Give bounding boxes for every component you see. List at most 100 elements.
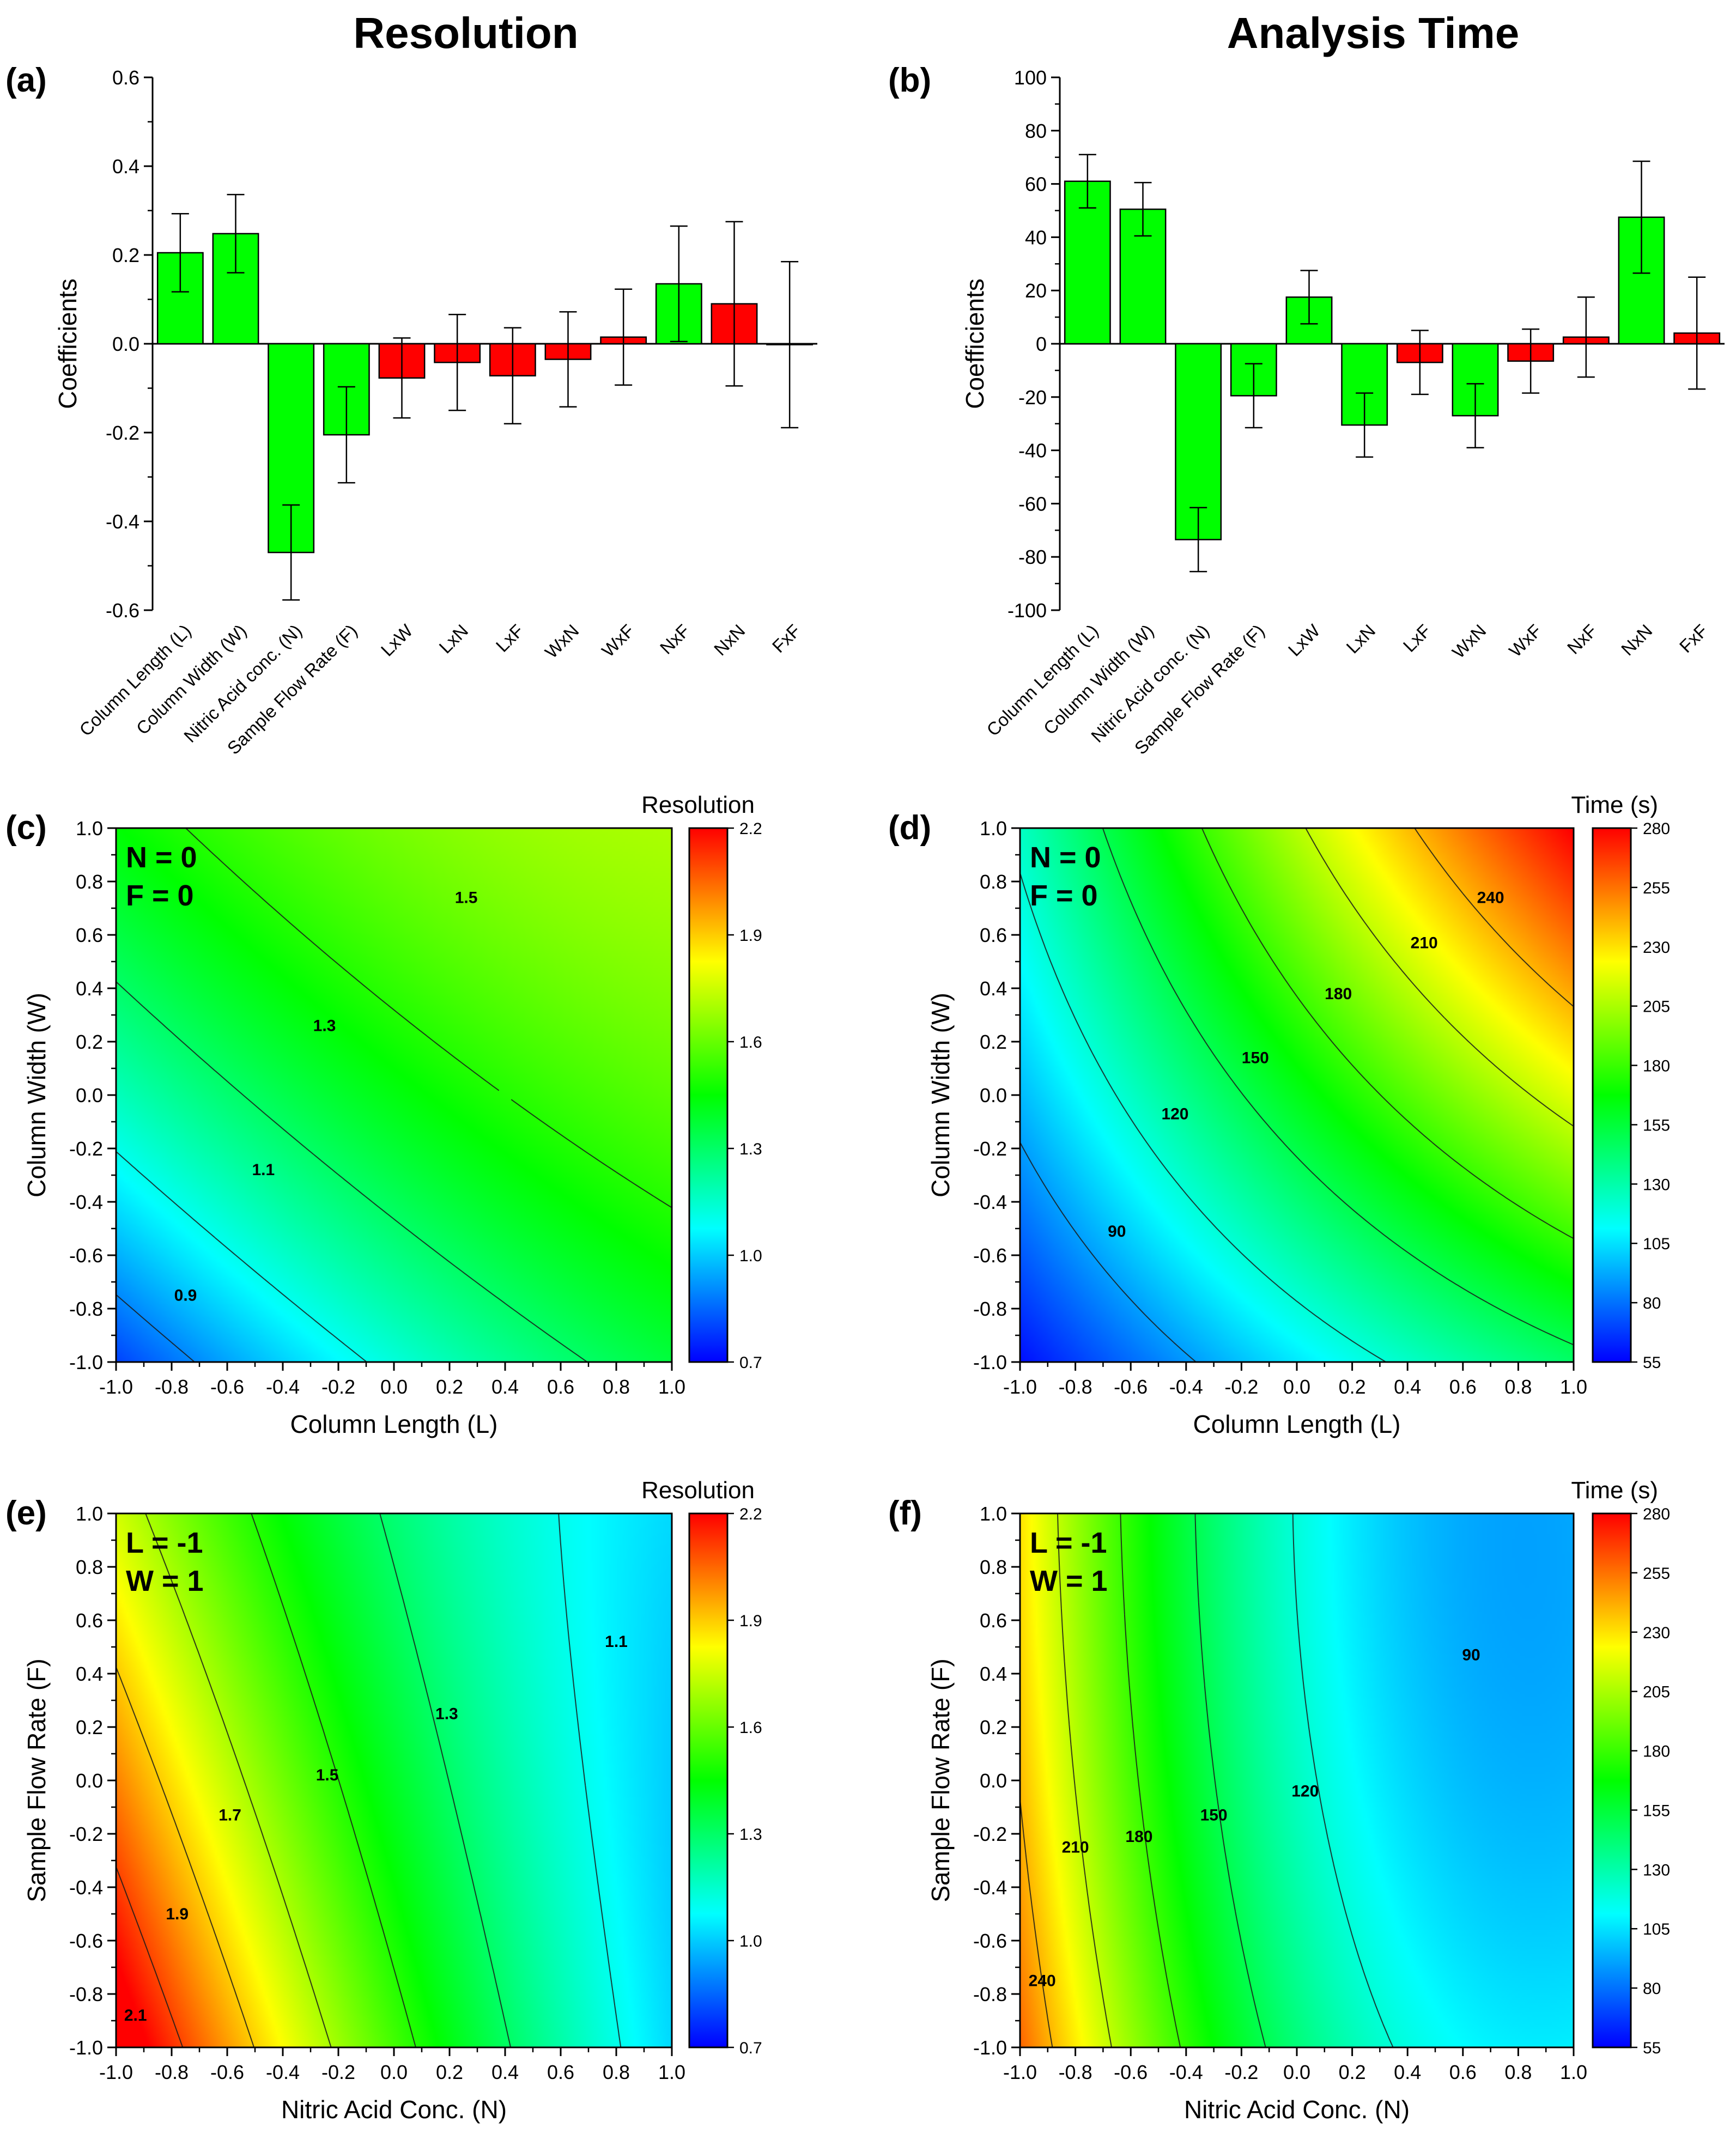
x-axis-label-c: Column Length (L) — [290, 1410, 498, 1438]
annotation-e-0: L = -1 — [126, 1527, 203, 1559]
y-tick-label-f: 0.6 — [980, 1609, 1007, 1632]
colorbar-tick-label-f: 80 — [1643, 1980, 1661, 1998]
annotation-f-1: W = 1 — [1030, 1565, 1108, 1597]
x-tick-label-f: -0.2 — [1224, 2061, 1258, 2083]
y-tick-label-b: 40 — [1025, 226, 1047, 248]
x-tick-label-c: -0.6 — [210, 1376, 244, 1398]
x-tick-label-c: 0.6 — [547, 1376, 574, 1398]
x-tick-label-f: 0.0 — [1283, 2061, 1310, 2083]
y-tick-label-c: -0.4 — [69, 1191, 103, 1213]
x-tick-label-d: 0.8 — [1504, 1376, 1532, 1398]
colorbar-tick-label-f: 230 — [1643, 1624, 1670, 1642]
contour-label-f-4: 210 — [1062, 1839, 1089, 1857]
colorbar-tick-label-c: 1.6 — [739, 1033, 762, 1051]
contour-line-e — [379, 1513, 512, 2048]
colorbar-tick-label-c: 1.9 — [739, 927, 762, 945]
contour-line-f — [1292, 1513, 1394, 2048]
header-resolution: Resolution — [353, 9, 578, 57]
bar-a-2 — [268, 343, 315, 554]
chart-c: (c) 0.9 1.1 1.3 1.5 N = 0 F = 0 -1.0 -1.0 -0.8 -0.… — [5, 792, 762, 1438]
y-tick-label-c: -0.6 — [69, 1244, 103, 1267]
y-tick-label-f: -0.4 — [973, 1876, 1007, 1899]
x-tick-label-d: 0.2 — [1339, 1376, 1366, 1398]
contour-label-c-2: 1.3 — [313, 1017, 336, 1035]
x-axis-label-d: Column Length (L) — [1193, 1410, 1401, 1438]
header-analysis-time: Analysis Time — [1227, 9, 1520, 57]
x-tick-label-d: 0.6 — [1449, 1376, 1477, 1398]
colorbar-tick-label-c: 0.7 — [739, 1354, 762, 1372]
panel-label-b: (b) — [888, 62, 931, 99]
contour-label-e-0: 2.1 — [124, 2007, 147, 2025]
colorbar-tick-label-d: 105 — [1643, 1235, 1670, 1253]
y-tick-label-f: 1.0 — [980, 1503, 1007, 1525]
contour-line-d — [1019, 1142, 1197, 1363]
annotation-d-1: F = 0 — [1030, 879, 1098, 912]
chart-d: (d) 90 120 150 180 210 240 N = 0 F = 0 -1.0 -1.0 -0… — [888, 792, 1670, 1438]
colorbar-c — [688, 827, 729, 1363]
y-tick-label-e: 0.0 — [76, 1770, 103, 1792]
y-tick-label-c: 0.6 — [76, 924, 103, 946]
colorbar-title-e: Resolution — [641, 1477, 755, 1504]
x-tick-label-f: -1.0 — [1003, 2061, 1037, 2083]
y-tick-label-d: 0.6 — [980, 924, 1007, 946]
y-axis-label-b: Coefficients — [961, 278, 989, 409]
x-tick-label-c: 0.8 — [603, 1376, 630, 1398]
contour-line-e — [145, 1513, 332, 2048]
y-tick-label-e: -0.4 — [69, 1876, 103, 1899]
colorbar-title-f: Time (s) — [1571, 1477, 1658, 1504]
colorbar-tick-label-e: 1.6 — [739, 1719, 762, 1737]
y-tick-label-b: -20 — [1018, 386, 1047, 409]
colorbar-tick-label-d: 280 — [1643, 820, 1670, 838]
y-tick-label-c: 0.4 — [76, 977, 103, 1000]
contour-label-f-0: 90 — [1462, 1646, 1480, 1664]
heatmap-field-e — [116, 1513, 672, 2047]
y-tick-label-c: 1.0 — [76, 817, 103, 840]
x-tick-label-d: -0.4 — [1169, 1376, 1203, 1398]
y-tick-label-d: 0.4 — [980, 977, 1007, 1000]
x-tick-label-e: 0.4 — [491, 2061, 519, 2083]
x-tick-label-c: 0.2 — [436, 1376, 463, 1398]
y-tick-label-c: -1.0 — [69, 1351, 103, 1373]
y-tick-label-f: 0.8 — [980, 1556, 1007, 1578]
x-tick-label-e: -1.0 — [99, 2061, 133, 2083]
colorbar-tick-label-c: 2.2 — [739, 820, 762, 838]
x-tick-label-e: -0.4 — [266, 2061, 300, 2083]
annotation-e-1: W = 1 — [126, 1565, 204, 1597]
x-tick-label-e: 0.2 — [436, 2061, 463, 2083]
y-tick-label-e: 0.8 — [76, 1556, 103, 1578]
colorbar-e — [688, 1512, 729, 2048]
y-axis-label-e: Sample Flow Rate (F) — [22, 1658, 51, 1902]
y-tick-label-a: -0.2 — [106, 422, 139, 444]
y-tick-label-b: 100 — [1014, 66, 1047, 89]
colorbar-d — [1592, 827, 1632, 1363]
colorbar-tick-label-d: 80 — [1643, 1294, 1661, 1312]
colorbar-tick-label-f: 280 — [1643, 1505, 1670, 1523]
contour-label-e-4: 1.3 — [435, 1705, 458, 1723]
contour-label-e-1: 1.9 — [166, 1905, 189, 1923]
contour-label-c-3: 1.5 — [455, 889, 478, 907]
contour-label-c-0: 0.9 — [174, 1287, 197, 1305]
x-tick-label-f: 0.8 — [1504, 2061, 1532, 2083]
contour-label-c-1: 1.1 — [252, 1161, 275, 1179]
x-tick-label-e: 1.0 — [658, 2061, 685, 2083]
colorbar-tick-label-e: 1.3 — [739, 1826, 762, 1844]
y-tick-label-b: 80 — [1025, 120, 1047, 142]
y-tick-label-d: -0.2 — [973, 1138, 1007, 1160]
colorbar-tick-label-c: 1.0 — [739, 1247, 762, 1265]
colorbar-tick-label-d: 230 — [1643, 939, 1670, 957]
x-tick-label-d: 0.4 — [1394, 1376, 1421, 1398]
contour-label-e-3: 1.5 — [316, 1766, 339, 1784]
y-tick-label-b: 0 — [1036, 333, 1047, 355]
y-tick-label-e: 0.2 — [76, 1716, 103, 1738]
colorbar-tick-label-d: 130 — [1643, 1176, 1670, 1194]
contour-line-f — [1194, 1513, 1266, 2048]
x-tick-label-d: -1.0 — [1003, 1376, 1037, 1398]
contour-label-d-4: 210 — [1411, 934, 1438, 952]
y-tick-label-e: 0.4 — [76, 1663, 103, 1685]
y-tick-label-c: 0.0 — [76, 1084, 103, 1107]
x-tick-label-c: 0.0 — [380, 1376, 408, 1398]
y-tick-label-d: 0.2 — [980, 1031, 1007, 1053]
y-tick-label-f: 0.0 — [980, 1770, 1007, 1792]
